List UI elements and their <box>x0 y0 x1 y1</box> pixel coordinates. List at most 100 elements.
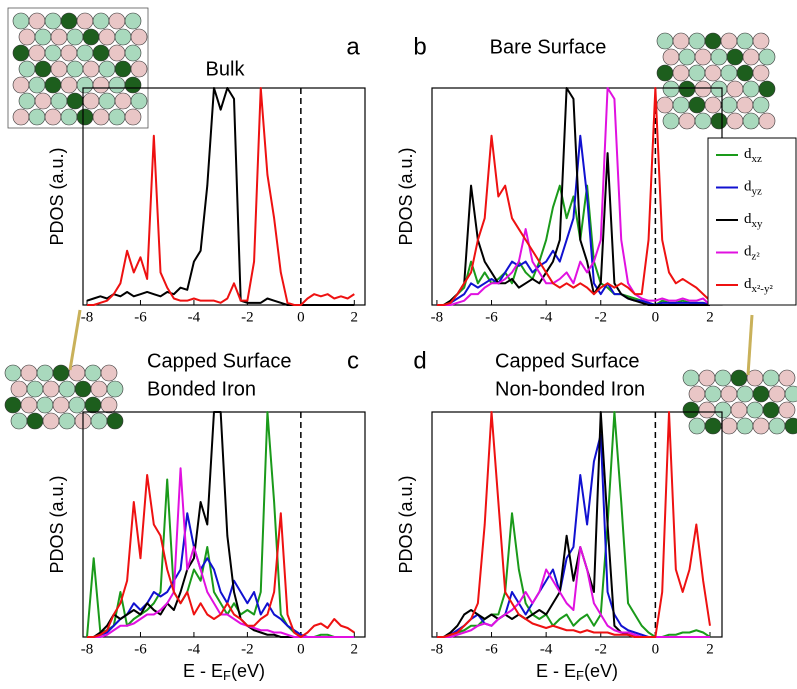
x-tick-label: 2 <box>706 641 714 657</box>
atom <box>42 412 60 430</box>
atom <box>752 64 770 82</box>
x-axis-label-part: (eV) <box>231 661 265 681</box>
atom <box>26 412 44 430</box>
atom <box>688 417 706 435</box>
atom <box>736 96 754 114</box>
atom <box>704 64 722 82</box>
atom <box>752 96 770 114</box>
atom <box>76 44 94 62</box>
atom <box>106 380 124 398</box>
atom <box>52 364 70 382</box>
atom <box>762 369 780 387</box>
atom <box>44 44 62 62</box>
atom <box>682 401 700 419</box>
pdos-line <box>436 87 711 306</box>
y-axis-label: PDOS (a.u.) <box>47 475 67 573</box>
atom <box>130 92 148 110</box>
pdos-line <box>87 87 355 306</box>
x-tick-label: -8 <box>431 309 444 325</box>
atom <box>44 76 62 94</box>
atom <box>784 385 797 403</box>
y-axis-label: PDOS (a.u.) <box>396 147 416 245</box>
atom <box>10 412 28 430</box>
atom <box>18 92 36 110</box>
atom <box>4 396 22 414</box>
x-tick-label: -6 <box>134 309 147 325</box>
atom <box>752 417 770 435</box>
atom <box>130 28 148 46</box>
atom <box>662 80 680 98</box>
pdos-line <box>436 411 711 638</box>
atom <box>678 80 696 98</box>
atom <box>18 28 36 46</box>
atom <box>758 48 776 66</box>
atom <box>60 76 78 94</box>
atom <box>698 369 716 387</box>
panel-label: a <box>346 33 360 60</box>
atom <box>694 48 712 66</box>
atom <box>720 417 738 435</box>
atom <box>736 32 754 50</box>
atom <box>100 396 118 414</box>
atom <box>84 396 102 414</box>
y-axis-label: PDOS (a.u.) <box>47 147 67 245</box>
atom <box>752 385 770 403</box>
unit-cell <box>7 7 149 129</box>
atom <box>758 80 776 98</box>
pdos-line <box>87 467 355 638</box>
atom <box>28 44 46 62</box>
atom <box>762 401 780 419</box>
x-tick-label: -6 <box>485 309 498 325</box>
atom <box>662 112 680 130</box>
atom <box>108 108 126 126</box>
pdos-line <box>87 474 355 638</box>
panel-title: Capped Surface <box>147 350 292 372</box>
atom <box>108 76 126 94</box>
structure-image <box>682 369 797 435</box>
atom <box>694 112 712 130</box>
atom <box>12 76 30 94</box>
atom <box>720 32 738 50</box>
atom <box>58 412 76 430</box>
x-tick-label: -2 <box>595 309 608 325</box>
atom <box>26 380 44 398</box>
atom <box>698 401 716 419</box>
atom <box>98 92 116 110</box>
legend-label: dxz <box>744 146 762 164</box>
atom <box>730 369 748 387</box>
x-tick-label: 0 <box>652 641 660 657</box>
atom <box>92 12 110 30</box>
x-tick-label: -4 <box>188 309 201 325</box>
atom <box>688 385 706 403</box>
legend-box <box>707 137 797 306</box>
x-tick-label: 2 <box>351 641 359 657</box>
atom <box>98 28 116 46</box>
x-tick-label: -4 <box>188 641 201 657</box>
legend-label: dx²-y² <box>744 276 773 294</box>
atom <box>44 12 62 30</box>
atom <box>656 96 674 114</box>
atom <box>12 108 30 126</box>
atom <box>52 396 70 414</box>
x-tick-label: -2 <box>241 641 254 657</box>
atom <box>726 112 744 130</box>
atom <box>682 369 700 387</box>
atom <box>20 396 38 414</box>
pdos-line <box>436 134 711 306</box>
atom <box>90 380 108 398</box>
x-tick-label: 0 <box>297 309 305 325</box>
atom <box>720 64 738 82</box>
pdos-line <box>436 546 710 638</box>
atom <box>108 44 126 62</box>
atom <box>18 60 36 78</box>
atom <box>76 76 94 94</box>
atom <box>74 380 92 398</box>
structure-image <box>656 32 776 130</box>
atom <box>704 385 722 403</box>
pdos-line <box>436 87 711 306</box>
panel-subtitle: Bonded Iron <box>147 378 256 400</box>
atom <box>720 385 738 403</box>
atom <box>84 364 102 382</box>
